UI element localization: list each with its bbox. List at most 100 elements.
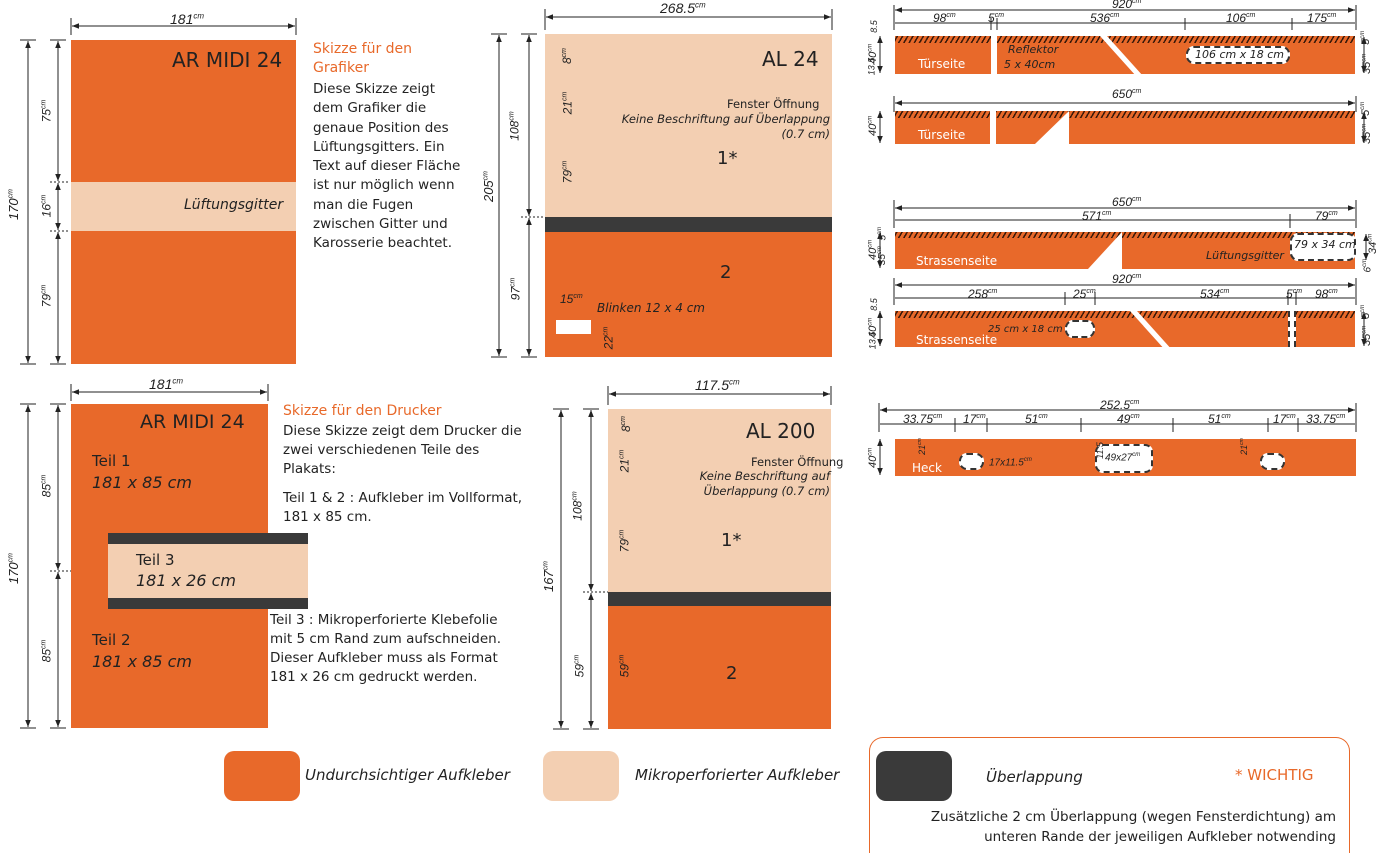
strasse1-hatch	[895, 232, 1355, 238]
al24-p2: 2	[720, 262, 732, 283]
tuer1-h35: 35cm	[1360, 53, 1373, 74]
al200-width: 117.5cm	[695, 377, 740, 393]
al200-fenster: Fenster Öffnung	[751, 455, 844, 469]
armidi-graf-gitter-label: Lüftungsgitter	[184, 197, 284, 213]
al200-p2: 2	[726, 663, 738, 684]
armidi-graf-d79: 79cm	[39, 284, 54, 308]
strasse2-box	[1065, 320, 1095, 338]
tuer1-h13: 13.5	[866, 57, 877, 76]
armidi-graf-heading: Skizze für den Grafiker	[313, 41, 413, 76]
al24-window	[545, 34, 832, 217]
armidi-graf-gitter-band	[71, 182, 296, 231]
heck-h40: 40cm	[866, 447, 879, 468]
strasse2-h13: 13.5	[867, 331, 878, 350]
al200-overlap	[608, 592, 831, 606]
strasse1-h35: 35cm	[876, 246, 889, 266]
heck-b1: 17x11.5cm	[989, 457, 1032, 469]
heck-d21a: 21cm	[916, 438, 927, 455]
legend-important-text: Zusätzliche 2 cm Überlappung (wegen Fens…	[930, 809, 1336, 845]
strasse2-seg-534: 534cm	[1200, 287, 1230, 301]
heck-seg-6: 17cm	[1273, 412, 1296, 426]
legend-swatch-micro	[543, 751, 619, 801]
armidi-druck-teil2: Teil 2	[92, 631, 131, 649]
al24-width: 268.5cm	[660, 0, 706, 16]
armidi-druck-height: 170cm	[6, 552, 22, 585]
al200-upper: 108cm	[570, 491, 585, 521]
tuer2-h40: 40cm	[866, 115, 879, 136]
heck-seg-1: 33.75cm	[903, 412, 943, 426]
heck-seg-7: 33.75cm	[1306, 412, 1346, 426]
armidi-graf-height: 170cm	[6, 188, 22, 221]
tuer2-reflector-gap	[990, 111, 996, 144]
heck-seg-3: 51cm	[1025, 412, 1048, 426]
al24-blinker	[556, 320, 591, 334]
al24-overlap	[545, 217, 832, 232]
heck-box-center	[1095, 444, 1153, 473]
strasse1-total: 650cm	[1112, 195, 1142, 209]
al24-d15: 15cm	[560, 292, 583, 306]
legend-swatch-opaque	[224, 751, 300, 801]
al24-upper: 108cm	[507, 111, 522, 141]
tuer1-seg-98: 98cm	[933, 11, 956, 25]
armidi-druck-width: 181cm	[149, 376, 184, 392]
armidi-druck-text2: Teil 1 & 2 : Aufkleber im Vollformat, 18…	[283, 490, 523, 525]
tuer2-h5: 5cm	[1359, 101, 1372, 116]
al200-window	[608, 409, 831, 592]
tuer1-reflektor: Reflektor	[1008, 43, 1059, 56]
al24-d21: 21cm	[560, 91, 575, 115]
heck-label: Heck	[912, 461, 942, 475]
armidi-graf-text: Diese Skizze zeigt dem Grafiker die gena…	[313, 81, 461, 252]
heck-seg-5: 51cm	[1208, 412, 1231, 426]
tuer1-seg-5: 5cm	[988, 11, 1005, 25]
tuer2-hatch	[895, 111, 1355, 118]
strasse1-box-label: 79 x 34 cm	[1294, 238, 1356, 251]
tuer1-reflektor-size: 5 x 40cm	[1004, 58, 1056, 71]
al200-keine: Keine Beschriftung auf Überlappung (0.7 …	[699, 469, 830, 498]
strasse2-seg-258: 258cm	[968, 287, 998, 301]
strasse1-seg-79: 79cm	[1315, 209, 1338, 223]
heck-d21b: 21cm	[1238, 438, 1249, 455]
armidi-graf-d75: 75cm	[39, 99, 54, 123]
al200-lower	[608, 606, 831, 729]
strasse1-gitter-box	[1290, 233, 1356, 261]
heck-d11: 11.5	[1094, 442, 1105, 459]
armidi-druck-heading: Skizze für den Drucker	[283, 403, 442, 419]
tuer1-hatch	[895, 36, 1355, 43]
heck-total: 252.5cm	[1100, 398, 1140, 412]
legend-micro: Mikroperforierter Aufkleber	[635, 766, 840, 784]
armidi-druck-text1: Diese Skizze zeigt dem Drucker die zwei …	[283, 423, 522, 477]
armidi-graf-width: 181cm	[170, 11, 205, 27]
armidi-graf-d16: 16cm	[39, 194, 54, 218]
strasse1-label: Strassenseite	[916, 254, 998, 268]
armidi-druck-text3: Teil 3 : Mikroperforierte Klebefolie mit…	[270, 612, 502, 685]
tuer1-seg-106: 106cm	[1226, 11, 1256, 25]
strasse1-h34: 34cm	[1366, 233, 1379, 254]
tuer1-reflector-gap	[991, 36, 997, 74]
al24-keine: Keine Beschriftung auf Überlappung (0.7 …	[621, 112, 830, 141]
heck-box-right	[1260, 453, 1285, 470]
al24-lower-dim: 97cm	[508, 277, 523, 301]
legend-opaque: Undurchsichtiger Aufkleber	[305, 766, 510, 784]
heck-b2: 49x27cm	[1105, 452, 1141, 464]
heck-seg-2: 17cm	[963, 412, 986, 426]
armidi-druck-teil2-size: 181 x 85 cm	[92, 652, 193, 671]
strasse2-box-label: 25 cm x 18 cm	[988, 324, 1063, 335]
strasse2-reflector-gap	[1288, 311, 1296, 347]
al200-title: AL 200	[746, 419, 816, 443]
armidi-druck-teil1: Teil 1	[92, 452, 131, 470]
al200-d21: 21cm	[617, 449, 632, 473]
al24-d22: 22cm	[601, 326, 616, 350]
strasse1-h5: 5cm	[877, 226, 889, 241]
strasse1-seg-571: 571cm	[1082, 209, 1112, 223]
tuer1-total: 920cm	[1112, 0, 1142, 11]
al24-p1: 1*	[717, 148, 738, 169]
al24-total: 205cm	[481, 170, 497, 203]
armidi-druck-d85b: 85cm	[39, 639, 54, 663]
al24-fenster: Fenster Öffnung	[727, 97, 820, 111]
legend-swatch-overlap	[876, 751, 952, 801]
strasse1-h6: 6cm	[1362, 258, 1374, 273]
strasse2-seg-98: 98cm	[1315, 287, 1338, 301]
heck-seg-4: 49cm	[1117, 412, 1140, 426]
al200-d59: 59cm	[617, 654, 632, 678]
al200-p1: 1*	[721, 530, 742, 551]
